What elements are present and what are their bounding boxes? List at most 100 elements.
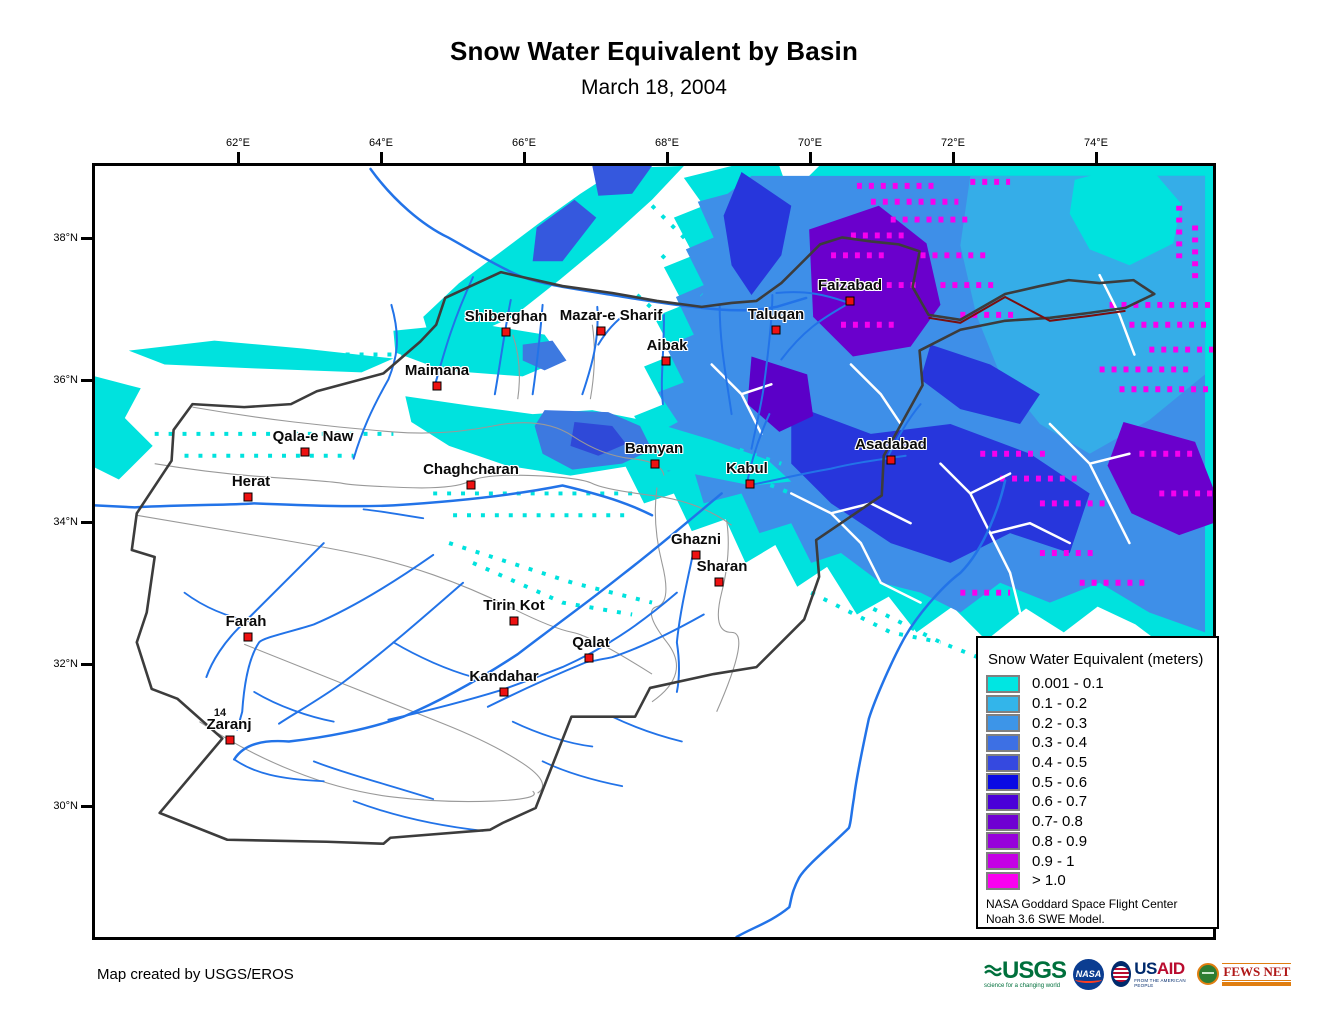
lon-tick [809, 152, 812, 163]
title-block: Snow Water Equivalent by Basin March 18,… [92, 36, 1216, 100]
city-label: Qalat [572, 634, 610, 651]
city-dot [509, 616, 519, 626]
snow-layer [95, 166, 1213, 665]
usaid-stripes-icon [1113, 966, 1130, 982]
legend-title: Snow Water Equivalent (meters) [988, 651, 1204, 668]
city-label: Herat [231, 473, 271, 490]
map-frame: 62°E 64°E 66°E 68°E 70°E 72°E 74°E 38°N 36°N 34°… [53, 137, 1219, 940]
usaid-wordmark-us: US [1134, 958, 1157, 978]
city-dot [661, 356, 671, 366]
city-dot [771, 325, 781, 335]
city-label: Maimana [404, 362, 470, 379]
city-dot [243, 492, 253, 502]
legend-item: 0.4 - 0.5 [986, 753, 1217, 773]
lon-tick-label: 66°E [512, 137, 536, 149]
legend-swatch [986, 773, 1020, 792]
legend-label: 0.2 - 0.3 [1032, 714, 1088, 732]
rivers-layer [95, 167, 1007, 937]
lon-tick-label: 72°E [941, 137, 965, 149]
legend-item: 0.2 - 0.3 [986, 713, 1217, 733]
lat-tick-label: 38°N [53, 232, 78, 244]
city-label: Farah [225, 613, 267, 630]
indus-river [735, 479, 1007, 937]
fewsnet-bar [1222, 981, 1292, 986]
legend-item: > 1.0 [986, 871, 1217, 891]
legend-source-line2: Noah 3.6 SWE Model. [986, 911, 1105, 926]
city-dot [714, 577, 724, 587]
lon-tick [380, 152, 383, 163]
legend-item: 0.6 - 0.7 [986, 792, 1217, 812]
usaid-logo: USAID FROM THE AMERICAN PEOPLE [1111, 958, 1190, 988]
city-dot [650, 459, 660, 469]
legend-label: 0.9 - 1 [1032, 852, 1075, 870]
city-label: Sharan [696, 558, 748, 575]
legend-label: > 1.0 [1032, 872, 1066, 890]
legend-swatch [986, 674, 1020, 693]
lon-tick-label: 68°E [655, 137, 679, 149]
legend-swatch [986, 871, 1020, 890]
city-dot [466, 480, 476, 490]
usaid-wordmark-aid: AID [1156, 958, 1185, 978]
city-label: Bamyan [624, 440, 684, 457]
city-label: Kabul [726, 460, 768, 477]
map-graphic [95, 166, 1213, 937]
city-dot [499, 687, 509, 697]
city-label: Qala-e Naw [272, 428, 354, 445]
city-dot [584, 653, 594, 663]
usgs-tagline: science for a changing world [984, 982, 1061, 989]
legend-swatch [986, 753, 1020, 772]
city-label: Kandahar [469, 668, 539, 685]
city-dot [596, 326, 606, 336]
city-dot [225, 735, 235, 745]
usgs-wordmark: USGS [1002, 956, 1067, 984]
nasa-swoosh-icon [1075, 976, 1103, 983]
lat-tick [81, 237, 92, 240]
lat-tick [81, 805, 92, 808]
borders-layer [130, 236, 1156, 846]
lon-tick [1095, 152, 1098, 163]
lon-tick [523, 152, 526, 163]
logo-strip: USGS science for a changing world NASA U… [984, 953, 1292, 995]
lat-tick [81, 379, 92, 382]
lat-tick-label: 30°N [53, 800, 78, 812]
legend-item: 0.5 - 0.6 [986, 772, 1217, 792]
hari-rud-river [95, 484, 654, 517]
city-label: Shiberghan [464, 308, 548, 325]
lat-tick-label: 32°N [53, 658, 78, 670]
page-title: Snow Water Equivalent by Basin [449, 36, 859, 66]
legend-items: 0.001 - 0.1 0.1 - 0.2 0.2 - 0.3 0.3 - 0.4 0.… [986, 674, 1217, 891]
legend-swatch [986, 733, 1020, 752]
legend-label: 0.001 - 0.1 [1032, 675, 1104, 693]
fewsnet-wordmark: FEWS NET [1222, 962, 1292, 981]
city-dot [432, 381, 442, 391]
nasa-logo: NASA [1073, 958, 1105, 990]
legend-label: 0.5 - 0.6 [1032, 773, 1088, 791]
city-dot [501, 327, 511, 337]
lat-tick [81, 663, 92, 666]
legend-label: 0.6 - 0.7 [1032, 793, 1088, 811]
city-label: Asadabad [855, 436, 927, 453]
legend-item: 0.9 - 1 [986, 851, 1217, 871]
city-dot [691, 550, 701, 560]
lon-tick-label: 74°E [1084, 137, 1108, 149]
city-dot [845, 296, 855, 306]
legend-label: 0.4 - 0.5 [1032, 754, 1088, 772]
legend-item: 0.3 - 0.4 [986, 733, 1217, 753]
nasa-meatball-icon: NASA [1073, 958, 1105, 990]
legend: Snow Water Equivalent (meters) 0.001 - 0… [976, 636, 1219, 929]
lat-tick-label: 36°N [53, 374, 78, 386]
magenta-speckles [831, 178, 1213, 596]
city-dot [243, 632, 253, 642]
lon-tick [237, 152, 240, 163]
city-label: Zaranj [206, 716, 252, 733]
usgs-wave-icon [984, 964, 1002, 976]
fewsnet-logo: FEWS NET [1197, 962, 1292, 986]
fewsnet-globe-icon [1197, 963, 1220, 985]
legend-item: 0.7- 0.8 [986, 812, 1217, 832]
helmand-river [233, 492, 723, 761]
legend-item: 0.1 - 0.2 [986, 694, 1217, 714]
legend-label: 0.7- 0.8 [1032, 813, 1083, 831]
legend-label: 0.8 - 0.9 [1032, 832, 1088, 850]
usaid-emblem-icon [1111, 961, 1132, 987]
